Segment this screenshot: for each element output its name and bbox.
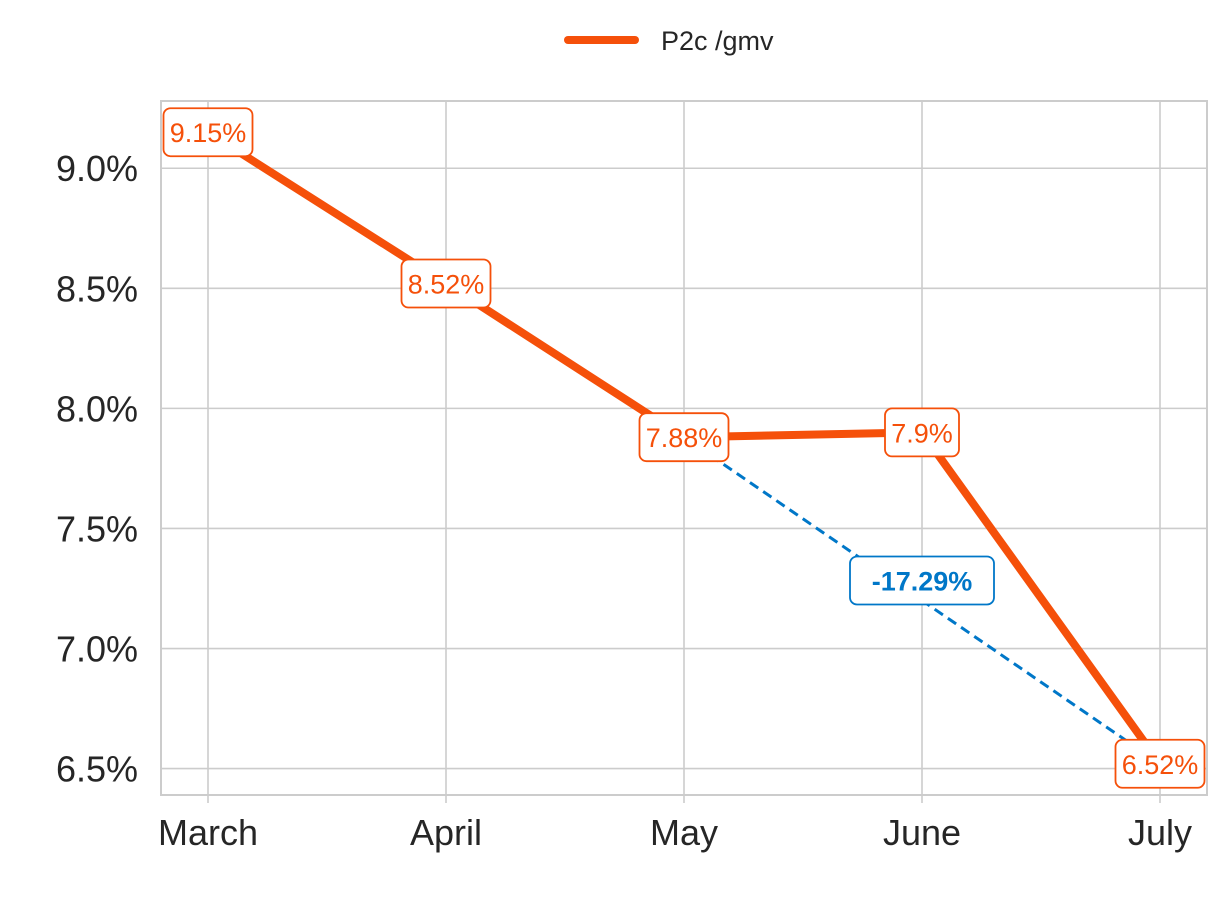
plot-frame bbox=[160, 100, 1208, 796]
x-tick-label: March bbox=[158, 812, 258, 853]
y-tick-label: 8.5% bbox=[56, 268, 138, 309]
change-annotation: -17.29% bbox=[683, 435, 1161, 766]
x-tick-label: April bbox=[410, 812, 482, 853]
data-labels: 9.15% 8.52% 7.88% 7.9% 6.52% bbox=[162, 107, 1206, 789]
x-tick-label: May bbox=[650, 812, 718, 853]
x-tick-label: July bbox=[1128, 812, 1192, 853]
y-tick-label: 6.5% bbox=[56, 749, 138, 790]
y-axis-tick-labels: 6.5% 7.0% 7.5% 8.0% 8.5% 9.0% bbox=[56, 148, 138, 789]
legend: P2c /gmv bbox=[564, 26, 774, 56]
annotation-box bbox=[849, 555, 995, 606]
y-tick-label: 7.5% bbox=[56, 508, 138, 549]
data-label-box bbox=[162, 107, 254, 158]
data-label: 6.52% bbox=[1122, 750, 1199, 780]
data-label: 8.52% bbox=[408, 270, 485, 300]
data-label-box bbox=[638, 412, 730, 463]
legend-label: P2c /gmv bbox=[661, 26, 774, 56]
data-label-box bbox=[400, 258, 492, 309]
x-axis-tick-labels: March April May June July bbox=[158, 812, 1192, 853]
data-label: 7.9% bbox=[891, 418, 953, 448]
data-label: 7.88% bbox=[646, 423, 723, 453]
y-tick-label: 7.0% bbox=[56, 629, 138, 670]
data-label-box bbox=[884, 407, 960, 458]
x-tick-label: June bbox=[883, 812, 961, 853]
annotation-label: -17.29% bbox=[872, 566, 973, 596]
data-label-box bbox=[1114, 738, 1206, 789]
data-label: 9.15% bbox=[170, 118, 247, 148]
y-tick-label: 9.0% bbox=[56, 148, 138, 189]
y-tick-label: 8.0% bbox=[56, 388, 138, 429]
